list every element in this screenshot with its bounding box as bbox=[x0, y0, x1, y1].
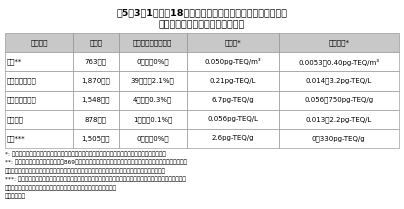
Bar bbox=[187, 71, 279, 90]
Text: *: 平均値は各地点の年間平均値の平均値であり、濃度範囲は年間平均値の最小値及び最大値である。: *: 平均値は各地点の年間平均値の平均値であり、濃度範囲は年間平均値の最小値及び… bbox=[5, 151, 166, 157]
Bar bbox=[187, 33, 279, 52]
Bar bbox=[119, 110, 187, 129]
Bar bbox=[119, 52, 187, 71]
Text: **: 大気については、全調査地点（869地点）のうち、夏期及び冬期を含め年２回以上調査した地点についての: **: 大気については、全調査地点（869地点）のうち、夏期及び冬期を含め年２回… bbox=[5, 159, 187, 165]
Bar bbox=[187, 129, 279, 148]
Bar bbox=[73, 52, 119, 71]
Text: 環境基準超過地点数: 環境基準超過地点数 bbox=[133, 39, 173, 46]
Text: 土壌***: 土壌*** bbox=[7, 135, 25, 142]
Text: 4地点（0.3%）: 4地点（0.3%） bbox=[133, 97, 173, 103]
Bar bbox=[279, 71, 399, 90]
Text: 0.056～750pg-TEQ/g: 0.056～750pg-TEQ/g bbox=[304, 97, 373, 103]
Text: 公共用水域底質: 公共用水域底質 bbox=[7, 97, 37, 103]
Text: 表5－3－1　平成18年度ダイオキシン類に係る環境調査結果: 表5－3－1 平成18年度ダイオキシン類に係る環境調査結果 bbox=[116, 8, 288, 17]
Text: 878地点: 878地点 bbox=[85, 116, 107, 122]
Bar bbox=[187, 52, 279, 71]
Bar bbox=[279, 90, 399, 110]
Bar bbox=[73, 33, 119, 52]
Text: 0地点（0%）: 0地点（0%） bbox=[137, 59, 169, 65]
Bar bbox=[119, 71, 187, 90]
Text: 1,505地点: 1,505地点 bbox=[82, 135, 110, 142]
Bar bbox=[187, 110, 279, 129]
Text: 環境媒体: 環境媒体 bbox=[30, 39, 48, 46]
Bar bbox=[5, 129, 73, 148]
Text: 地点数: 地点数 bbox=[89, 39, 102, 46]
Bar bbox=[73, 90, 119, 110]
Text: （モニタリングデータ）（概要）: （モニタリングデータ）（概要） bbox=[159, 20, 245, 29]
Bar bbox=[5, 33, 73, 52]
Bar bbox=[5, 71, 73, 90]
Text: 6.7pg-TEQ/g: 6.7pg-TEQ/g bbox=[211, 97, 254, 103]
Text: 1,870地点: 1,870地点 bbox=[82, 78, 110, 84]
Text: 0.014～3.2pg-TEQ/L: 0.014～3.2pg-TEQ/L bbox=[305, 78, 372, 84]
Text: 0.013～2.2pg-TEQ/L: 0.013～2.2pg-TEQ/L bbox=[305, 116, 372, 122]
Text: 結果であり、汚染範囲を確定するための調査等の結果は含まない。: 結果であり、汚染範囲を確定するための調査等の結果は含まない。 bbox=[5, 185, 117, 191]
Text: 0.21pg-TEQ/L: 0.21pg-TEQ/L bbox=[209, 78, 256, 84]
Bar bbox=[187, 90, 279, 110]
Text: 0地点（0%）: 0地点（0%） bbox=[137, 135, 169, 142]
Text: 39地点（2.1%）: 39地点（2.1%） bbox=[131, 78, 175, 84]
Bar bbox=[279, 52, 399, 71]
Bar bbox=[119, 33, 187, 52]
Bar bbox=[119, 90, 187, 110]
Bar bbox=[73, 129, 119, 148]
Bar bbox=[5, 52, 73, 71]
Text: 平均値*: 平均値* bbox=[224, 39, 241, 46]
Text: 0.050pg-TEQ/m³: 0.050pg-TEQ/m³ bbox=[204, 58, 261, 65]
Text: 0～330pg-TEQ/g: 0～330pg-TEQ/g bbox=[312, 135, 366, 142]
Bar bbox=[279, 129, 399, 148]
Text: 2.6pg-TEQ/g: 2.6pg-TEQ/g bbox=[211, 135, 254, 141]
Bar bbox=[73, 71, 119, 90]
Text: 1地点（0.1%）: 1地点（0.1%） bbox=[133, 116, 173, 122]
Text: 763地点: 763地点 bbox=[85, 59, 107, 65]
Text: 地下水質: 地下水質 bbox=[7, 116, 24, 122]
Text: 0.056pg-TEQ/L: 0.056pg-TEQ/L bbox=[207, 116, 258, 122]
Bar bbox=[73, 110, 119, 129]
Text: ***: 土壌については、環境の一般的状況を調査した結果（一般環境把握調査及び発生源周辺状況把握調査）した: ***: 土壌については、環境の一般的状況を調査した結果（一般環境把握調査及び発… bbox=[5, 176, 186, 182]
Text: 公共用水域水質: 公共用水域水質 bbox=[7, 78, 37, 84]
Bar bbox=[5, 110, 73, 129]
Text: 大気**: 大気** bbox=[7, 59, 22, 65]
Text: 資料：環境省: 資料：環境省 bbox=[5, 194, 26, 199]
Bar bbox=[279, 110, 399, 129]
Text: 0.0053～0.40pg-TEQ/m³: 0.0053～0.40pg-TEQ/m³ bbox=[298, 58, 379, 66]
Bar bbox=[5, 90, 73, 110]
Bar bbox=[279, 33, 399, 52]
Bar bbox=[119, 129, 187, 148]
Text: 1,548地点: 1,548地点 bbox=[82, 97, 110, 103]
Text: 結果であり、環境省の定点調査結果及び大気汚染防止法政令市が独自に実施した調査結果を含む。: 結果であり、環境省の定点調査結果及び大気汚染防止法政令市が独自に実施した調査結果… bbox=[5, 168, 166, 174]
Text: 濃度範囲*: 濃度範囲* bbox=[328, 39, 349, 46]
